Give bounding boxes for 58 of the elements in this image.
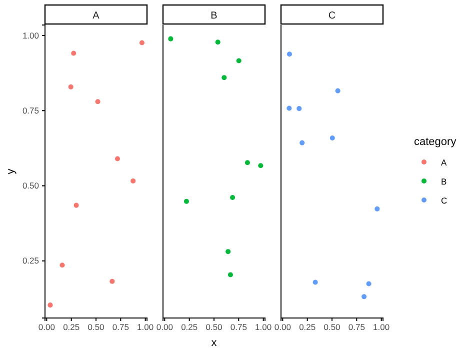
x-tick-label: 0.00 — [156, 322, 174, 332]
x-tick-label: 0.00 — [274, 322, 292, 332]
point — [184, 198, 189, 204]
point — [330, 135, 335, 141]
x-tick-label: 0.50 — [206, 322, 223, 332]
point — [366, 281, 372, 286]
point — [68, 84, 74, 90]
chart-title: A — [92, 10, 100, 22]
x-tick-label: 0.25 — [299, 322, 316, 332]
point — [230, 194, 236, 200]
point — [286, 52, 292, 57]
x-tick-label: 0.00 — [38, 322, 56, 332]
x-tick-label: 0.50 — [88, 322, 105, 332]
point — [48, 302, 53, 308]
point — [300, 140, 305, 146]
x-tick-label: 1.00 — [137, 322, 154, 332]
legend-label: B — [441, 176, 447, 186]
point — [130, 178, 136, 184]
x-tick-label: 0.75 — [230, 322, 248, 332]
point — [215, 40, 220, 45]
point — [258, 163, 264, 168]
x-tick-label: 0.75 — [112, 322, 130, 332]
chart-title: B — [210, 10, 218, 22]
y-tick-label: 1.00 — [22, 30, 40, 40]
point — [362, 294, 367, 300]
point — [74, 202, 79, 208]
legend-label: A — [441, 158, 447, 168]
point — [95, 99, 100, 104]
legend-label: C — [441, 196, 448, 206]
point — [312, 280, 318, 285]
point — [228, 272, 233, 278]
point — [110, 278, 115, 284]
x-tick-label: 0.25 — [181, 322, 198, 332]
point — [114, 156, 120, 162]
point — [222, 75, 227, 80]
point — [286, 106, 292, 111]
y-tick-label: 0.50 — [22, 180, 40, 190]
point — [139, 40, 144, 46]
y-tick-label: 0.75 — [22, 105, 40, 116]
point — [60, 262, 65, 268]
point — [296, 106, 302, 112]
legend-title: category — [414, 136, 457, 148]
point — [335, 88, 340, 94]
y-tick-label: 0.25 — [22, 256, 40, 266]
x-tick-label: 0.25 — [63, 322, 80, 332]
point — [168, 36, 174, 42]
point — [226, 249, 231, 254]
point — [71, 50, 76, 56]
y-axis-title: y — [5, 168, 17, 174]
x-tick-label: 1.00 — [255, 322, 272, 332]
x-tick-label: 0.50 — [324, 322, 341, 332]
x-tick-label: 1.00 — [373, 322, 390, 332]
x-axis-title: x — [211, 337, 218, 349]
x-tick-label: 0.75 — [348, 322, 366, 332]
point — [374, 206, 380, 212]
point — [236, 58, 242, 64]
chart-title: C — [328, 10, 336, 22]
point — [244, 160, 250, 166]
